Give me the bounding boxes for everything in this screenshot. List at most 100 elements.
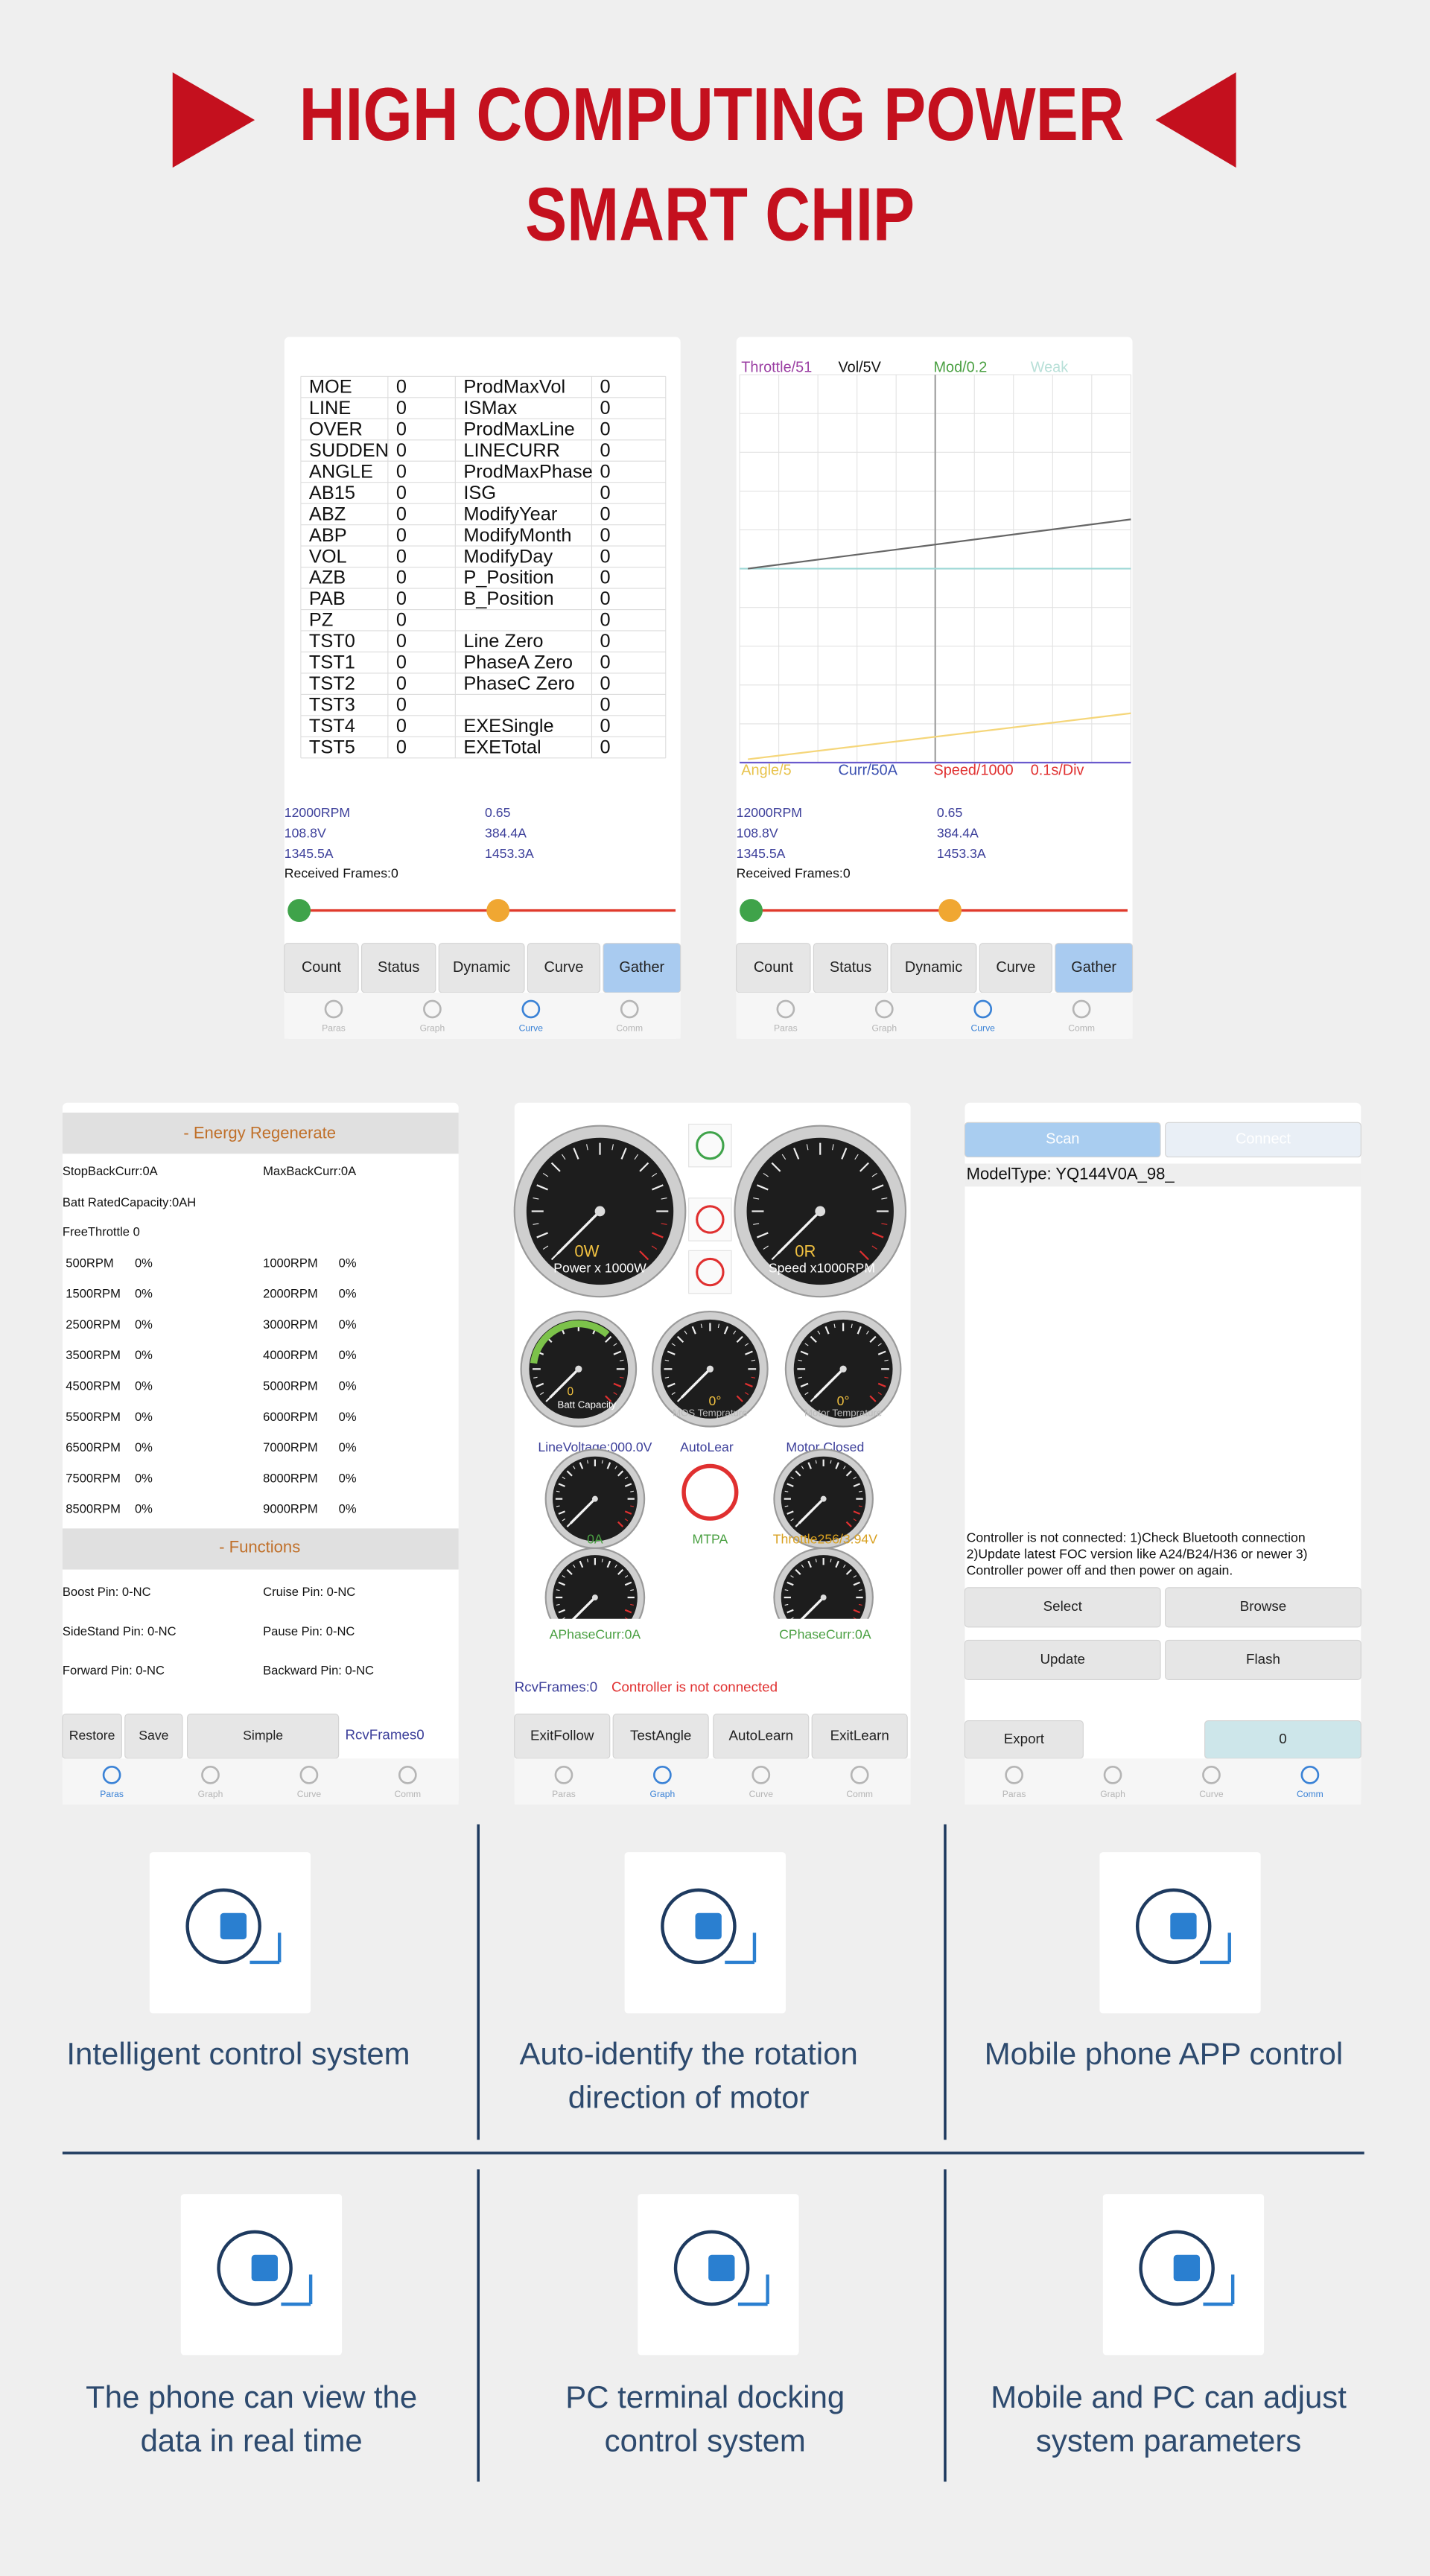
button-label[interactable]: ExitLearn: [830, 1727, 889, 1743]
tab-label[interactable]: Comm: [616, 1023, 643, 1034]
gauge-tick: [676, 1335, 684, 1343]
tab-label[interactable]: Graph: [198, 1789, 223, 1799]
gauge-tick: [790, 1518, 794, 1521]
button[interactable]: [1165, 1122, 1361, 1158]
rpm-cell: 0%: [339, 1348, 357, 1362]
tab-label[interactable]: Graph: [871, 1023, 897, 1034]
button-label[interactable]: Save: [139, 1728, 168, 1743]
button-label[interactable]: Export: [1004, 1731, 1045, 1746]
button-label[interactable]: Update: [1040, 1651, 1085, 1667]
gauge-hub: [594, 1206, 606, 1217]
button-label[interactable]: Flash: [1246, 1651, 1280, 1667]
button-label[interactable]: Restore: [69, 1728, 115, 1743]
tab-icon: [1072, 999, 1091, 1019]
tab-label[interactable]: Paras: [1002, 1789, 1026, 1799]
button-label[interactable]: Count: [302, 959, 341, 976]
tab-label[interactable]: Curve: [297, 1789, 322, 1799]
button-label[interactable]: TestAngle: [630, 1727, 691, 1743]
button-label[interactable]: Curve: [996, 959, 1035, 976]
table-cell: 0: [396, 525, 407, 546]
gauge-tick: [573, 1564, 576, 1568]
table-cell: OVER: [309, 419, 363, 439]
tab-label[interactable]: Graph: [650, 1789, 676, 1799]
table-cell: 0: [600, 419, 611, 439]
table-cell: 0: [396, 652, 407, 673]
gauge-tick: [606, 1462, 611, 1469]
button-label[interactable]: Scan: [1046, 1131, 1079, 1148]
gauge-tick: [877, 1350, 886, 1355]
button-label[interactable]: Count: [754, 959, 793, 976]
gauge-tick: [671, 1392, 676, 1396]
tab-label[interactable]: Curve: [519, 1023, 544, 1034]
gauge-tick: [562, 1518, 566, 1521]
button-label[interactable]: Browse: [1240, 1598, 1287, 1614]
tab-label[interactable]: Graph: [1100, 1789, 1125, 1799]
table-cell: 0: [396, 461, 407, 482]
tab-bar: [736, 992, 1133, 1039]
button-label[interactable]: Status: [830, 959, 871, 976]
stat: 384.4A: [485, 826, 527, 841]
tab-label[interactable]: Comm: [394, 1789, 421, 1799]
gauge-tick: [556, 1603, 560, 1606]
gauge-tick: [884, 1359, 889, 1361]
message: Controller power off and then power on a…: [967, 1562, 1233, 1577]
gauge-tick: [566, 1470, 573, 1477]
icon-accent: [708, 2254, 735, 2282]
tab-label[interactable]: Paras: [774, 1023, 798, 1034]
gauge-tick: [801, 1466, 804, 1469]
button-label[interactable]: Dynamic: [905, 959, 962, 976]
button[interactable]: [1165, 1587, 1361, 1628]
gauge-tick: [573, 1466, 576, 1469]
gauge-tick: [639, 1250, 649, 1261]
gauge-tick: [651, 1245, 658, 1250]
curve-line: [747, 518, 1131, 570]
tab-label[interactable]: Curve: [749, 1789, 774, 1799]
button-label[interactable]: Select: [1043, 1598, 1083, 1614]
button-label[interactable]: Connect: [1236, 1131, 1291, 1148]
tab-label[interactable]: Comm: [846, 1789, 873, 1799]
gauge-tick: [533, 1197, 539, 1200]
label: LineVoltage:000.0V: [538, 1440, 652, 1454]
table-cell: 0: [600, 377, 611, 398]
button-label[interactable]: Status: [378, 959, 419, 976]
tab-icon: [521, 999, 541, 1019]
button-label[interactable]: 0: [1279, 1731, 1286, 1746]
button[interactable]: [964, 1639, 1161, 1680]
feature-label: Auto-identify the rotation: [520, 2036, 858, 2071]
label: Speed x1000RPM: [769, 1260, 875, 1275]
gauge-tick: [835, 1560, 839, 1568]
gauge-needle: [813, 1368, 845, 1399]
tab-label[interactable]: Curve: [1199, 1789, 1224, 1799]
button[interactable]: [1165, 1639, 1361, 1680]
rpm-cell: 0%: [135, 1348, 153, 1362]
gauge-tick: [790, 1476, 794, 1480]
label: Batt Capacity: [558, 1399, 617, 1410]
button-label[interactable]: Gather: [619, 959, 664, 976]
table-cell: MOE: [309, 377, 352, 398]
button-label[interactable]: AutoLearn: [729, 1727, 794, 1743]
gauge-tick: [798, 1359, 802, 1361]
gauge-tick: [843, 1466, 846, 1469]
tab-icon: [324, 999, 343, 1019]
button[interactable]: [964, 1122, 1161, 1158]
tab-label[interactable]: Graph: [420, 1023, 445, 1034]
button-label[interactable]: Dynamic: [453, 959, 510, 976]
gauge-tick: [652, 1184, 664, 1191]
button[interactable]: [964, 1587, 1161, 1628]
label: Batt RatedCapacity:0AH: [63, 1195, 196, 1209]
rpm-cell: 0%: [339, 1502, 357, 1516]
button-label[interactable]: Gather: [1071, 959, 1116, 976]
button-label[interactable]: ExitFollow: [530, 1727, 594, 1743]
tab-label[interactable]: Paras: [322, 1023, 346, 1034]
gauge-tick: [562, 1575, 566, 1578]
model-type: ModelType: YQ144V0A_98_: [967, 1165, 1175, 1183]
button-label[interactable]: Curve: [544, 959, 583, 976]
gauge-tick: [786, 1609, 794, 1614]
tab-label[interactable]: Paras: [100, 1789, 124, 1799]
tab-label[interactable]: Comm: [1068, 1023, 1095, 1034]
button-label[interactable]: Simple: [243, 1728, 283, 1743]
tab-label[interactable]: Comm: [1297, 1789, 1323, 1799]
gauge-tick: [784, 1505, 789, 1507]
tab-label[interactable]: Curve: [971, 1023, 996, 1034]
tab-label[interactable]: Paras: [552, 1789, 576, 1799]
